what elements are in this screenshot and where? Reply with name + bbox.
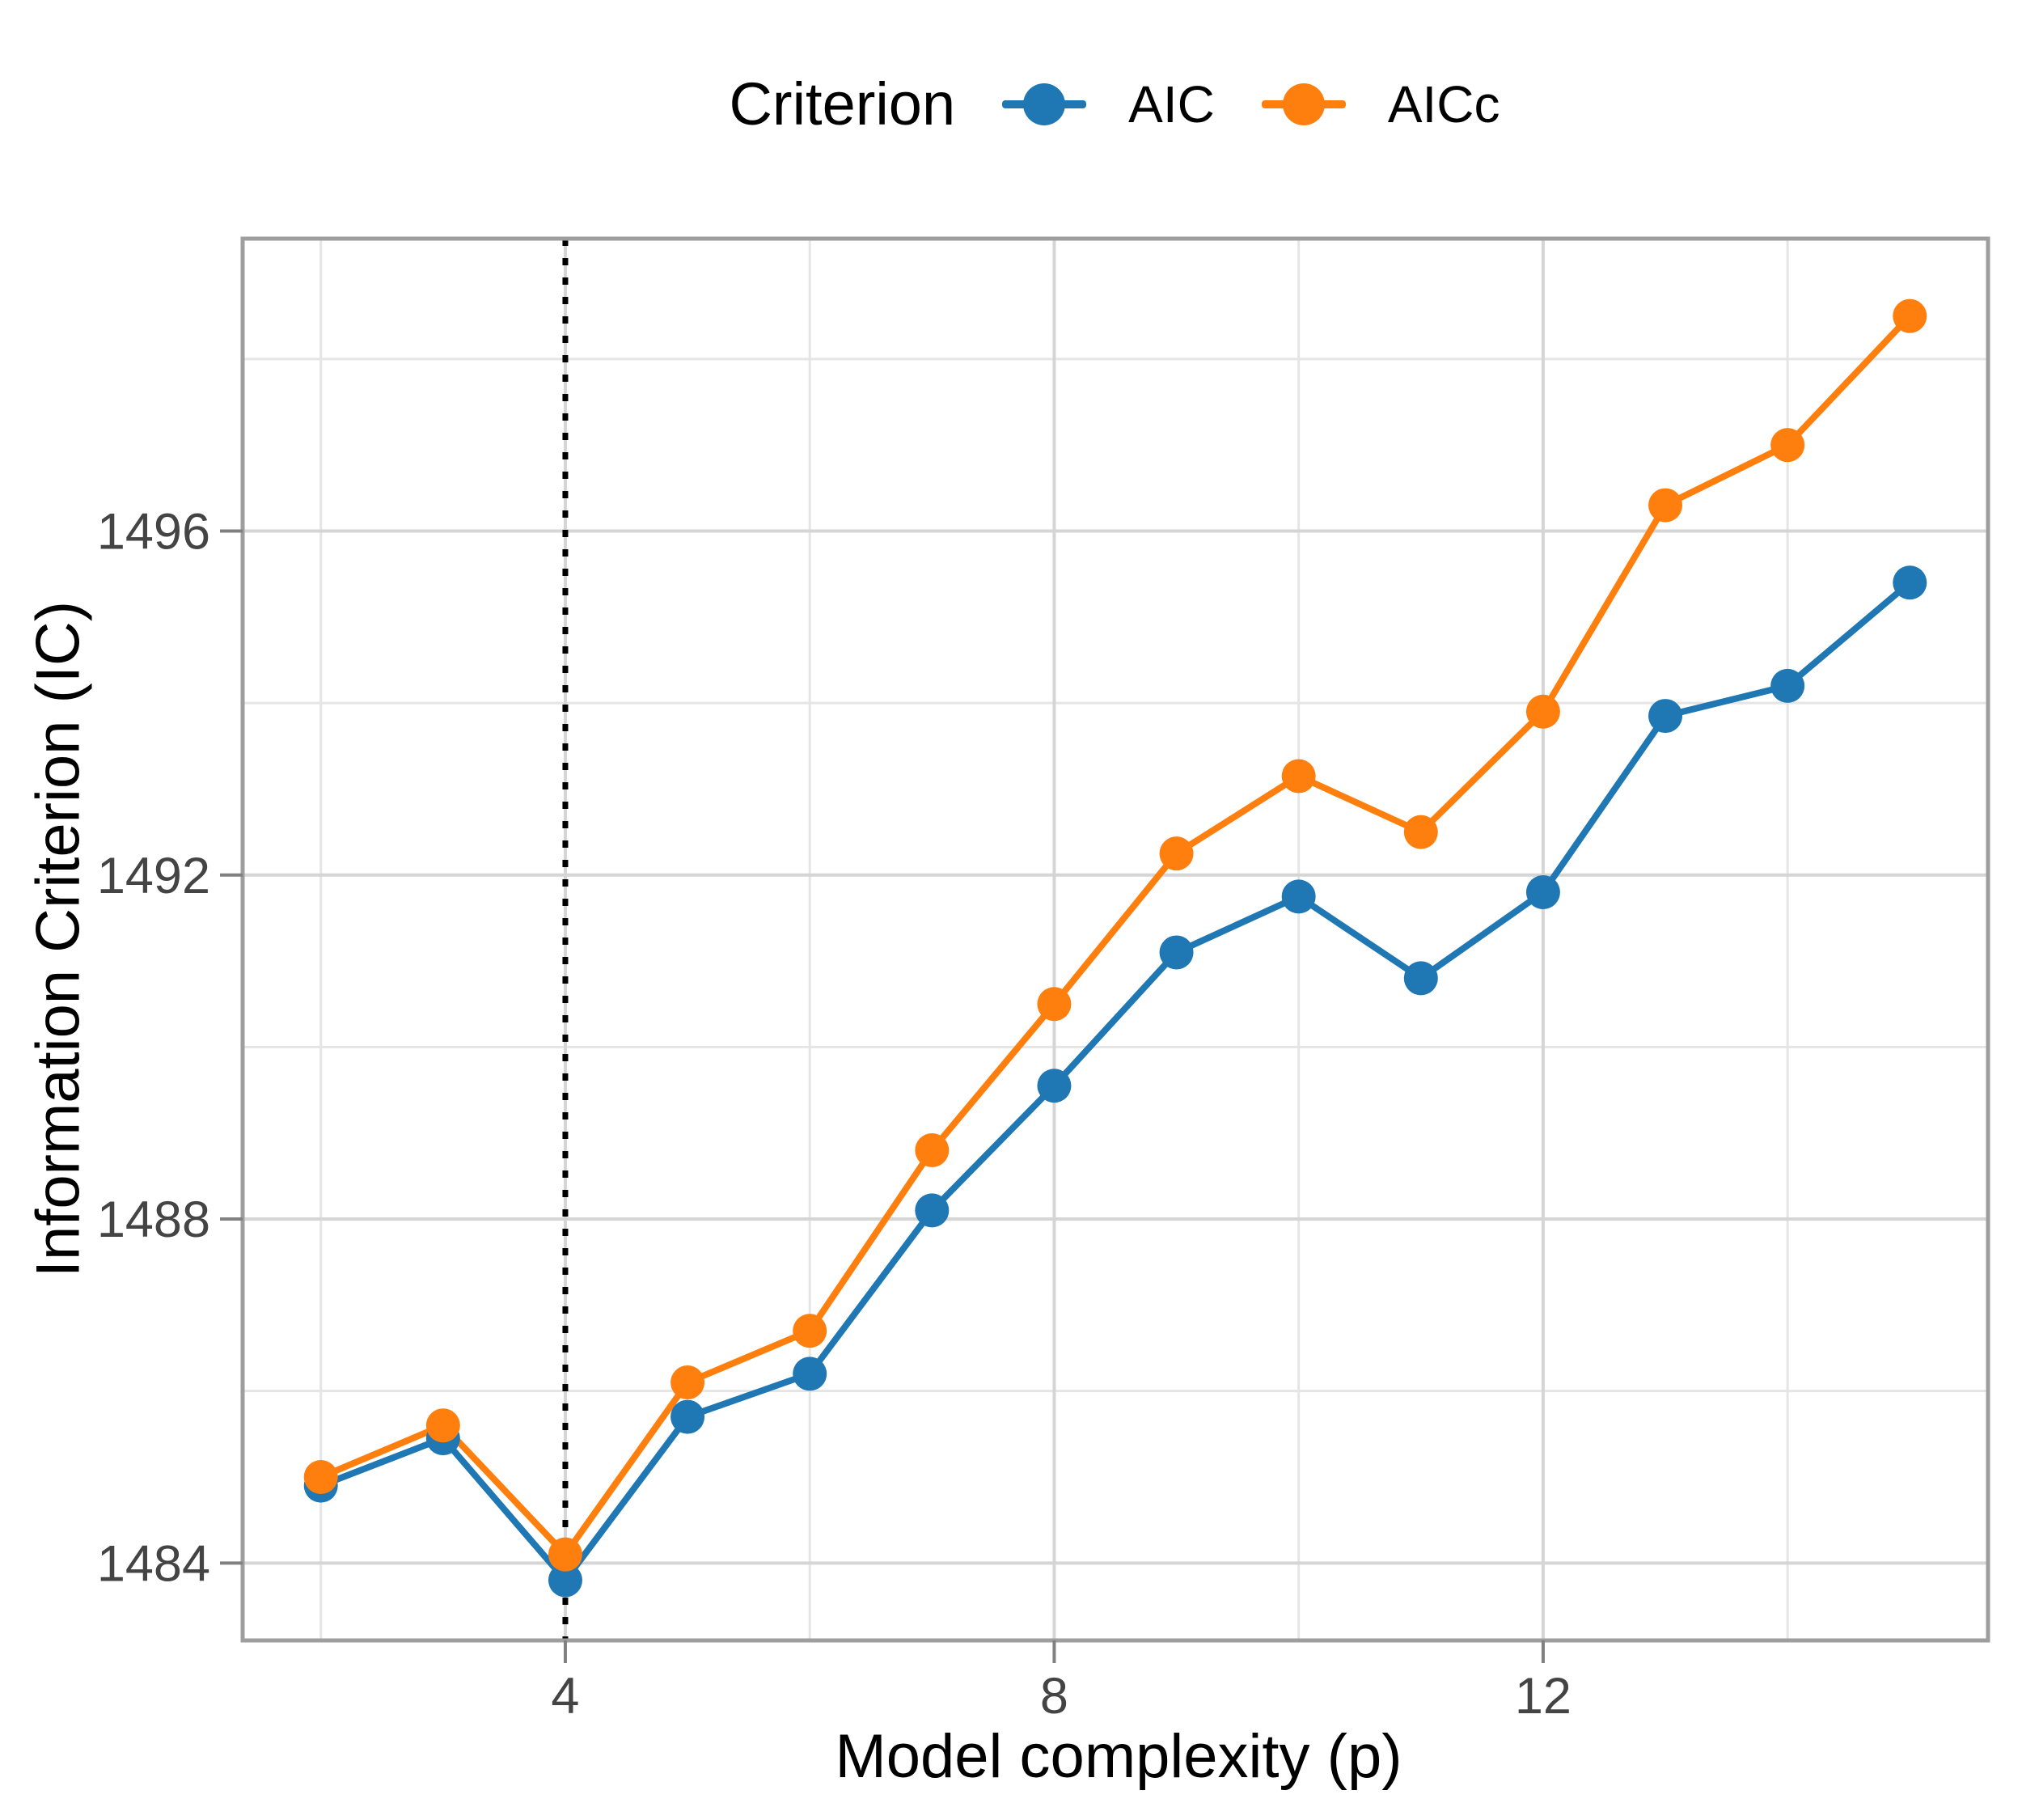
data-point-AICc-p4: [548, 1537, 582, 1572]
data-point-AICc-p12: [1525, 694, 1560, 729]
legend-entry-aicc: AICc: [1261, 74, 1500, 134]
y-tick-label-1492: 1492: [97, 848, 210, 904]
legend-key-aicc-icon: [1261, 79, 1346, 129]
data-point-AIC-p9: [1159, 935, 1194, 970]
data-point-AICc-p15: [1893, 298, 1927, 333]
data-point-AIC-p12: [1525, 875, 1560, 910]
legend-label-aicc: AICc: [1387, 74, 1500, 133]
panel-border: [240, 236, 1990, 1643]
panel-background: [243, 239, 1988, 1640]
data-point-AICc-p11: [1403, 815, 1438, 849]
data-point-AIC-p13: [1648, 699, 1683, 734]
x-tick-label-8: 8: [1040, 1668, 1068, 1725]
legend-title: Criterion: [729, 70, 956, 138]
data-point-AICc-p8: [1037, 987, 1072, 1022]
legend-entry-aic: AIC: [1002, 74, 1215, 134]
data-point-AICc-p6: [793, 1314, 827, 1348]
data-point-AIC-p6: [793, 1357, 827, 1391]
series-line-AICc: [319, 313, 1913, 1558]
data-point-AIC-p14: [1770, 668, 1805, 703]
data-point-AIC-p7: [915, 1193, 950, 1228]
legend-key-dot-aic: [1023, 83, 1066, 125]
x-tick-label-4: 4: [551, 1668, 579, 1725]
y-tick-label-1496: 1496: [97, 503, 210, 560]
data-point-AIC-p5: [670, 1399, 705, 1434]
data-point-AICc-p7: [915, 1132, 950, 1167]
y-tick-label-1484: 1484: [97, 1535, 210, 1592]
data-point-AICc-p10: [1281, 759, 1316, 794]
y-axis-title: Information Criterion (IC): [23, 600, 93, 1278]
data-point-AICc-p5: [670, 1365, 705, 1400]
data-point-AICc-p2: [303, 1459, 338, 1494]
data-point-AICc-p14: [1770, 428, 1805, 463]
legend-key-dot-aicc: [1282, 83, 1325, 125]
data-point-AIC-p4: [548, 1563, 582, 1598]
data-point-AIC-p10: [1281, 879, 1316, 914]
legend-key-aic-icon: [1002, 79, 1087, 129]
data-point-AIC-p8: [1037, 1069, 1072, 1103]
data-point-AICc-p9: [1159, 836, 1194, 871]
data-point-AICc-p13: [1648, 488, 1683, 523]
y-tick-label-1488: 1488: [97, 1191, 210, 1248]
data-point-AIC-p11: [1403, 961, 1438, 996]
data-point-AICc-p3: [425, 1408, 460, 1443]
series-line-AIC: [319, 580, 1912, 1584]
legend: Criterion AIC AICc: [104, 70, 2022, 138]
data-point-AIC-p15: [1893, 565, 1927, 600]
x-tick-label-12: 12: [1515, 1668, 1571, 1725]
x-axis-title: Model complexity (p): [835, 1722, 1402, 1791]
legend-label-aic: AIC: [1128, 74, 1215, 133]
